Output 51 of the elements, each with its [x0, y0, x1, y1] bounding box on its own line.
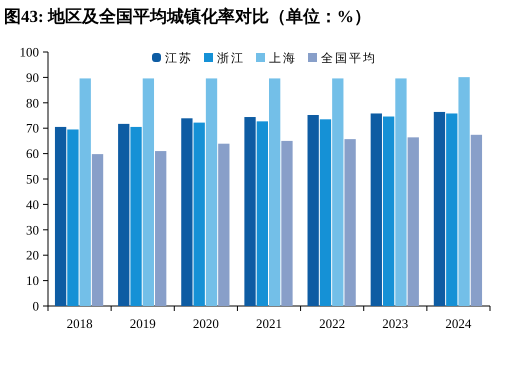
bar — [332, 78, 344, 306]
bar — [344, 139, 356, 306]
bar — [408, 137, 419, 306]
bar — [269, 78, 280, 306]
legend-label: 江苏 — [165, 51, 193, 65]
bar — [67, 129, 79, 306]
bar — [155, 151, 166, 306]
bar — [118, 124, 130, 306]
bar — [434, 112, 446, 306]
y-tick-label: 90 — [26, 70, 39, 85]
bar — [181, 118, 193, 306]
x-tick-label: 2022 — [319, 316, 346, 331]
bar — [80, 78, 91, 306]
bar — [218, 144, 230, 306]
x-tick-label: 2024 — [445, 316, 472, 331]
y-tick-label: 20 — [26, 248, 39, 263]
bar — [281, 140, 293, 306]
y-tick-label: 60 — [26, 146, 39, 162]
bar — [92, 154, 104, 306]
bar — [470, 134, 482, 306]
bar — [194, 122, 205, 306]
bar — [244, 117, 256, 306]
bar — [382, 116, 394, 306]
chart-title: 图43: 地区及全国平均城镇化率对比（单位：%） — [4, 7, 371, 26]
x-tick-label: 2023 — [382, 316, 408, 331]
y-tick-label: 0 — [32, 298, 39, 314]
legend-label: 浙江 — [217, 51, 245, 65]
bar — [206, 78, 218, 306]
x-tick-label: 2020 — [192, 316, 219, 331]
y-tick-label: 70 — [26, 120, 39, 136]
y-tick-label: 100 — [20, 44, 39, 60]
bar — [130, 126, 142, 306]
bar — [256, 121, 268, 306]
y-tick-label: 80 — [26, 95, 39, 110]
legend-label: 全国平均 — [321, 51, 377, 65]
legend-label: 上海 — [269, 51, 297, 65]
x-tick-label: 2021 — [256, 316, 282, 331]
y-tick-label: 50 — [26, 172, 39, 186]
y-tick-label: 30 — [26, 222, 39, 238]
bar — [446, 113, 458, 306]
y-tick-label: 40 — [26, 196, 39, 212]
bar — [142, 78, 154, 306]
bar — [308, 114, 319, 306]
x-tick-label: 2019 — [130, 316, 156, 331]
bar — [395, 78, 407, 306]
bar — [370, 113, 382, 306]
bar — [54, 126, 66, 306]
bar — [458, 77, 470, 306]
y-tick-label: 10 — [26, 273, 39, 288]
bar — [320, 119, 332, 306]
x-tick-label: 2018 — [66, 316, 93, 331]
